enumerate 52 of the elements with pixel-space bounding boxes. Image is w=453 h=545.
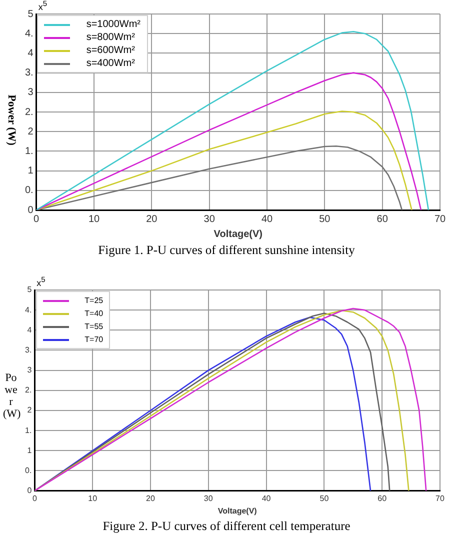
legend-label: T=70 bbox=[84, 335, 104, 344]
y-tick-label: 4. bbox=[24, 28, 34, 40]
x-tick-label: 30 bbox=[204, 494, 214, 503]
y-tick-label: 2. bbox=[25, 386, 32, 395]
x-tick-label: 40 bbox=[261, 214, 273, 225]
y-tick-label: 2 bbox=[28, 126, 34, 138]
x-axis-title: Voltage(V) bbox=[214, 228, 263, 240]
y-axis-title: Power (W) bbox=[5, 94, 17, 146]
y-tick-label: 2 bbox=[27, 406, 32, 415]
y-tick-label: 1. bbox=[25, 426, 32, 435]
x-tick-label: 70 bbox=[436, 494, 445, 503]
y-axis-title: Power(W) bbox=[3, 372, 21, 420]
legend-label: s=600Wm² bbox=[86, 45, 135, 56]
y-tick-label: 1 bbox=[28, 166, 34, 177]
y-tick-label: 4 bbox=[28, 48, 34, 59]
text: Figure 2. P-U curves of different cell temperature bbox=[102, 518, 352, 535]
y-tick-label: 2. bbox=[24, 106, 34, 118]
x-tick-label: 30 bbox=[204, 214, 216, 225]
x-tick-label: 10 bbox=[88, 494, 98, 503]
legend-label: s=800Wm² bbox=[86, 32, 135, 43]
y-tick-label: 0 bbox=[27, 486, 32, 496]
text: x$^{5}$ bbox=[36, 275, 46, 288]
x-tick-label: 60 bbox=[376, 214, 388, 225]
y-tick-label: 3. bbox=[24, 68, 34, 79]
text: x$^{5}$ bbox=[38, 0, 47, 12]
y-tick-label: 0. bbox=[24, 185, 34, 196]
legend-label: s=1000Wm² bbox=[86, 19, 141, 30]
y-tick-label: 4. bbox=[25, 305, 32, 314]
x-tick-label: 40 bbox=[262, 494, 272, 503]
x-axis-title: Voltage(V) bbox=[218, 506, 258, 516]
y-tick-label: 0 bbox=[28, 204, 34, 216]
y-tick-label: 5 bbox=[28, 8, 34, 20]
y-tick-label: 1 bbox=[27, 446, 32, 455]
x-tick-label: 50 bbox=[320, 494, 330, 503]
legend-label: T=25 bbox=[84, 296, 104, 305]
y-tick-label: 3 bbox=[28, 87, 34, 98]
x-tick-label: 20 bbox=[146, 214, 158, 225]
y-tick-label: 5 bbox=[27, 285, 32, 294]
legend-label: s=400Wm² bbox=[86, 58, 135, 69]
x-tick-label: 20 bbox=[146, 494, 156, 503]
y-tick-label: 0. bbox=[25, 466, 32, 475]
y-tick-label: 3. bbox=[25, 345, 32, 354]
x-tick-label: 50 bbox=[319, 214, 331, 225]
x-tick-label: 10 bbox=[88, 214, 100, 225]
x-tick-label: 60 bbox=[378, 494, 388, 503]
y-tick-label: 3 bbox=[27, 366, 32, 375]
y-tick-label: 1. bbox=[24, 146, 34, 157]
text: Figure 1. P-U curves of different sunshine intensity bbox=[97, 242, 356, 259]
legend-label: T=40 bbox=[84, 309, 104, 318]
legend-label: T=55 bbox=[84, 322, 104, 331]
x-tick-label: 70 bbox=[434, 214, 446, 225]
y-tick-label: 4 bbox=[27, 325, 32, 334]
